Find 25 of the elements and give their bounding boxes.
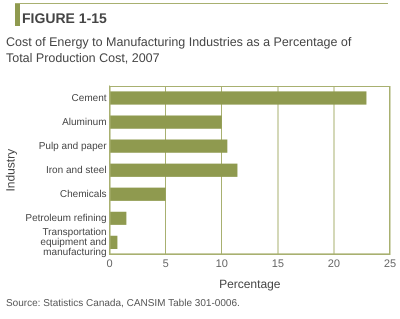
y-tick-label: Aluminum bbox=[62, 116, 107, 128]
x-tick-label: 20 bbox=[328, 258, 340, 270]
y-tick-label: Transportation equipment and manufacturing bbox=[40, 227, 107, 258]
bar bbox=[110, 212, 126, 225]
y-axis-title: Industry bbox=[4, 148, 18, 192]
chart-title: FIGURE 1-15 bbox=[22, 10, 107, 26]
source-note: Source: Statistics Canada, CANSIM Table 301-0006. bbox=[6, 298, 240, 309]
y-tick-label: Petroleum refining bbox=[25, 213, 107, 224]
bar bbox=[110, 164, 238, 177]
y-tick-label: Chemicals bbox=[60, 189, 107, 200]
x-tick-label: 10 bbox=[216, 258, 228, 270]
bar bbox=[110, 140, 228, 153]
bar bbox=[110, 115, 222, 129]
x-tick-label: 5 bbox=[162, 258, 169, 270]
bar bbox=[110, 188, 166, 201]
x-tick-label: 25 bbox=[384, 258, 396, 270]
x-tick-label: 15 bbox=[272, 258, 284, 270]
x-tick-label: 0 bbox=[106, 258, 113, 270]
y-tick-label: Cement bbox=[72, 92, 107, 104]
bar bbox=[110, 236, 118, 249]
y-tick-label: Iron and steel bbox=[46, 164, 107, 176]
bar bbox=[110, 91, 366, 105]
y-tick-label: Pulp and paper bbox=[38, 140, 108, 152]
x-axis-title: Percentage bbox=[219, 277, 281, 292]
chart-subtitle: Cost of Energy to Manufacturing Industries as a Percentage of Total Production Cost, 2007 bbox=[6, 34, 352, 66]
